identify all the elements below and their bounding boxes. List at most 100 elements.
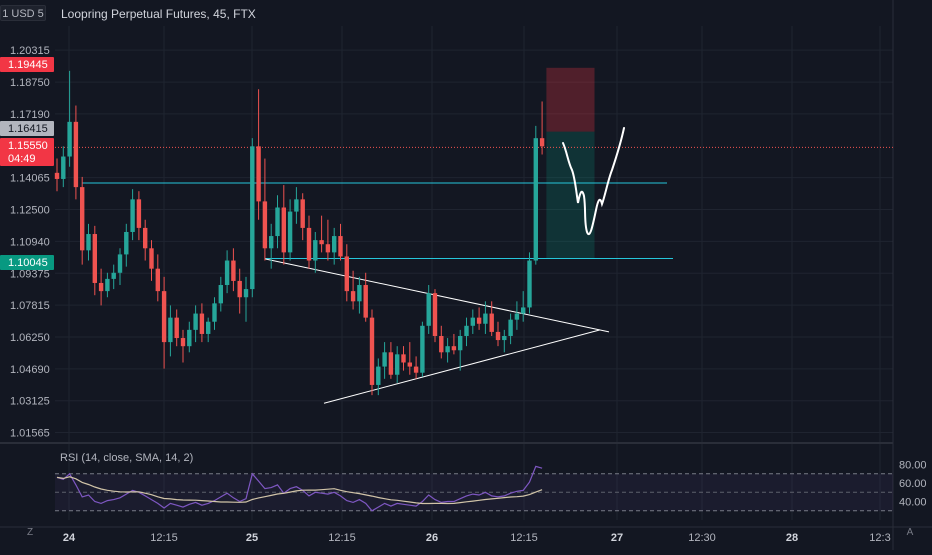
candle-body [527,260,532,308]
price-axis-tick: 1.17190 [10,109,50,121]
candle-body [168,317,173,343]
time-axis-label: 26 [426,532,438,544]
rsi-legend[interactable]: RSI (14, close, SMA, 14, 2) [60,452,194,464]
candle-body [199,313,205,334]
candle-body [161,291,167,343]
candle-body [80,187,85,251]
drawn-projection-path [562,127,625,235]
candle-body [363,285,368,318]
candle-body [376,366,381,385]
candle-body [174,317,179,339]
price-axis-tick: 1.12500 [10,205,50,217]
candle-body [136,199,142,228]
price-axis-tick: 1.03125 [10,396,50,408]
triangle-lower-line [323,329,601,404]
currency-button[interactable]: 1 USD 5 [0,5,46,21]
candle-body [54,172,60,179]
candle-body [155,268,160,292]
candle-body [281,207,286,253]
price-badge-stop-bg [0,57,54,72]
candle-body [67,121,72,157]
candle-body [262,201,268,249]
price-axis-tick: 1.18750 [10,77,50,89]
candle-body [306,227,312,261]
take-profit-zone [546,131,595,259]
candle-body [124,231,129,255]
candle-body [350,291,356,302]
candle-body [495,331,501,341]
candle-body [338,236,343,257]
time-axis-label: 28 [786,532,798,544]
candle-body [533,138,538,261]
rsi-axis-tick: 40.00 [899,497,927,509]
candle-body [489,313,494,332]
candle-body [212,303,217,322]
stop-loss-zone [546,67,595,132]
candle-body [313,240,318,261]
auto-scale-button[interactable]: A [906,527,914,538]
price-badge-last-text: 1.15550 [8,140,48,152]
candle-body [256,146,261,202]
candle-body [445,346,450,353]
time-axis-label: 24 [63,532,76,544]
price-axis-tick: 1.20315 [10,45,50,57]
price-axis-tick: 1.06250 [10,332,50,344]
candle-body [231,260,236,281]
price-badge-target-text: 1.10045 [8,257,48,269]
rsi-axis-tick: 80.00 [899,460,927,472]
timezone-button[interactable]: Z [26,527,34,538]
candle-body [98,282,104,292]
candle-body [502,335,507,341]
candle-body [332,236,337,253]
candle-body [206,321,211,334]
candle-body [325,244,331,253]
candle-body [420,325,425,373]
price-axis-tick: 1.07815 [10,300,50,312]
rsi-axis-tick: 60.00 [899,478,927,490]
chart-title: Loopring Perpetual Futures, 45, FTX [61,7,256,21]
candle-body [439,335,444,353]
candle-body [464,325,469,336]
price-axis-tick: 1.04690 [10,364,50,376]
candle-body [451,346,457,351]
price-badge-target: 1.10045 [0,255,54,270]
candle-body [413,366,419,373]
candle-body [539,138,545,147]
candle-body [476,317,482,324]
candle-body [369,317,375,385]
price-badge-last-text: 04:49 [8,153,36,165]
price-badge-stop-text: 1.19445 [8,59,48,71]
candle-body [470,317,475,326]
price-axis-tick: 1.01565 [10,428,50,440]
candle-body [193,313,198,330]
candle-body [92,234,97,283]
candle-body [508,319,513,336]
candle-body [294,199,299,212]
candle-body [269,236,274,249]
candle-body [388,352,394,375]
time-axis-label: 25 [246,532,258,544]
candle-body [382,352,387,367]
candle-body [344,256,349,292]
candle-body [224,260,230,286]
candle-body [300,199,305,228]
time-axis-label: 12:30 [688,532,716,544]
candle-body [521,307,526,314]
price-badge-entry-bg [0,121,54,136]
candle-body [187,329,192,347]
rsi-sma-line [56,476,543,505]
time-axis-label: 12:3 [869,532,890,544]
candle-body [149,248,154,269]
rsi-band [55,473,893,511]
candle-body [275,207,280,237]
candle-body [287,211,293,253]
time-axis-label: 12:15 [328,532,356,544]
candle-body [130,199,135,232]
price-axis-tick: 1.10940 [10,236,50,248]
candle-body [73,121,79,188]
candle-body [407,362,412,367]
price-axis-tick: 1.09375 [10,268,50,280]
